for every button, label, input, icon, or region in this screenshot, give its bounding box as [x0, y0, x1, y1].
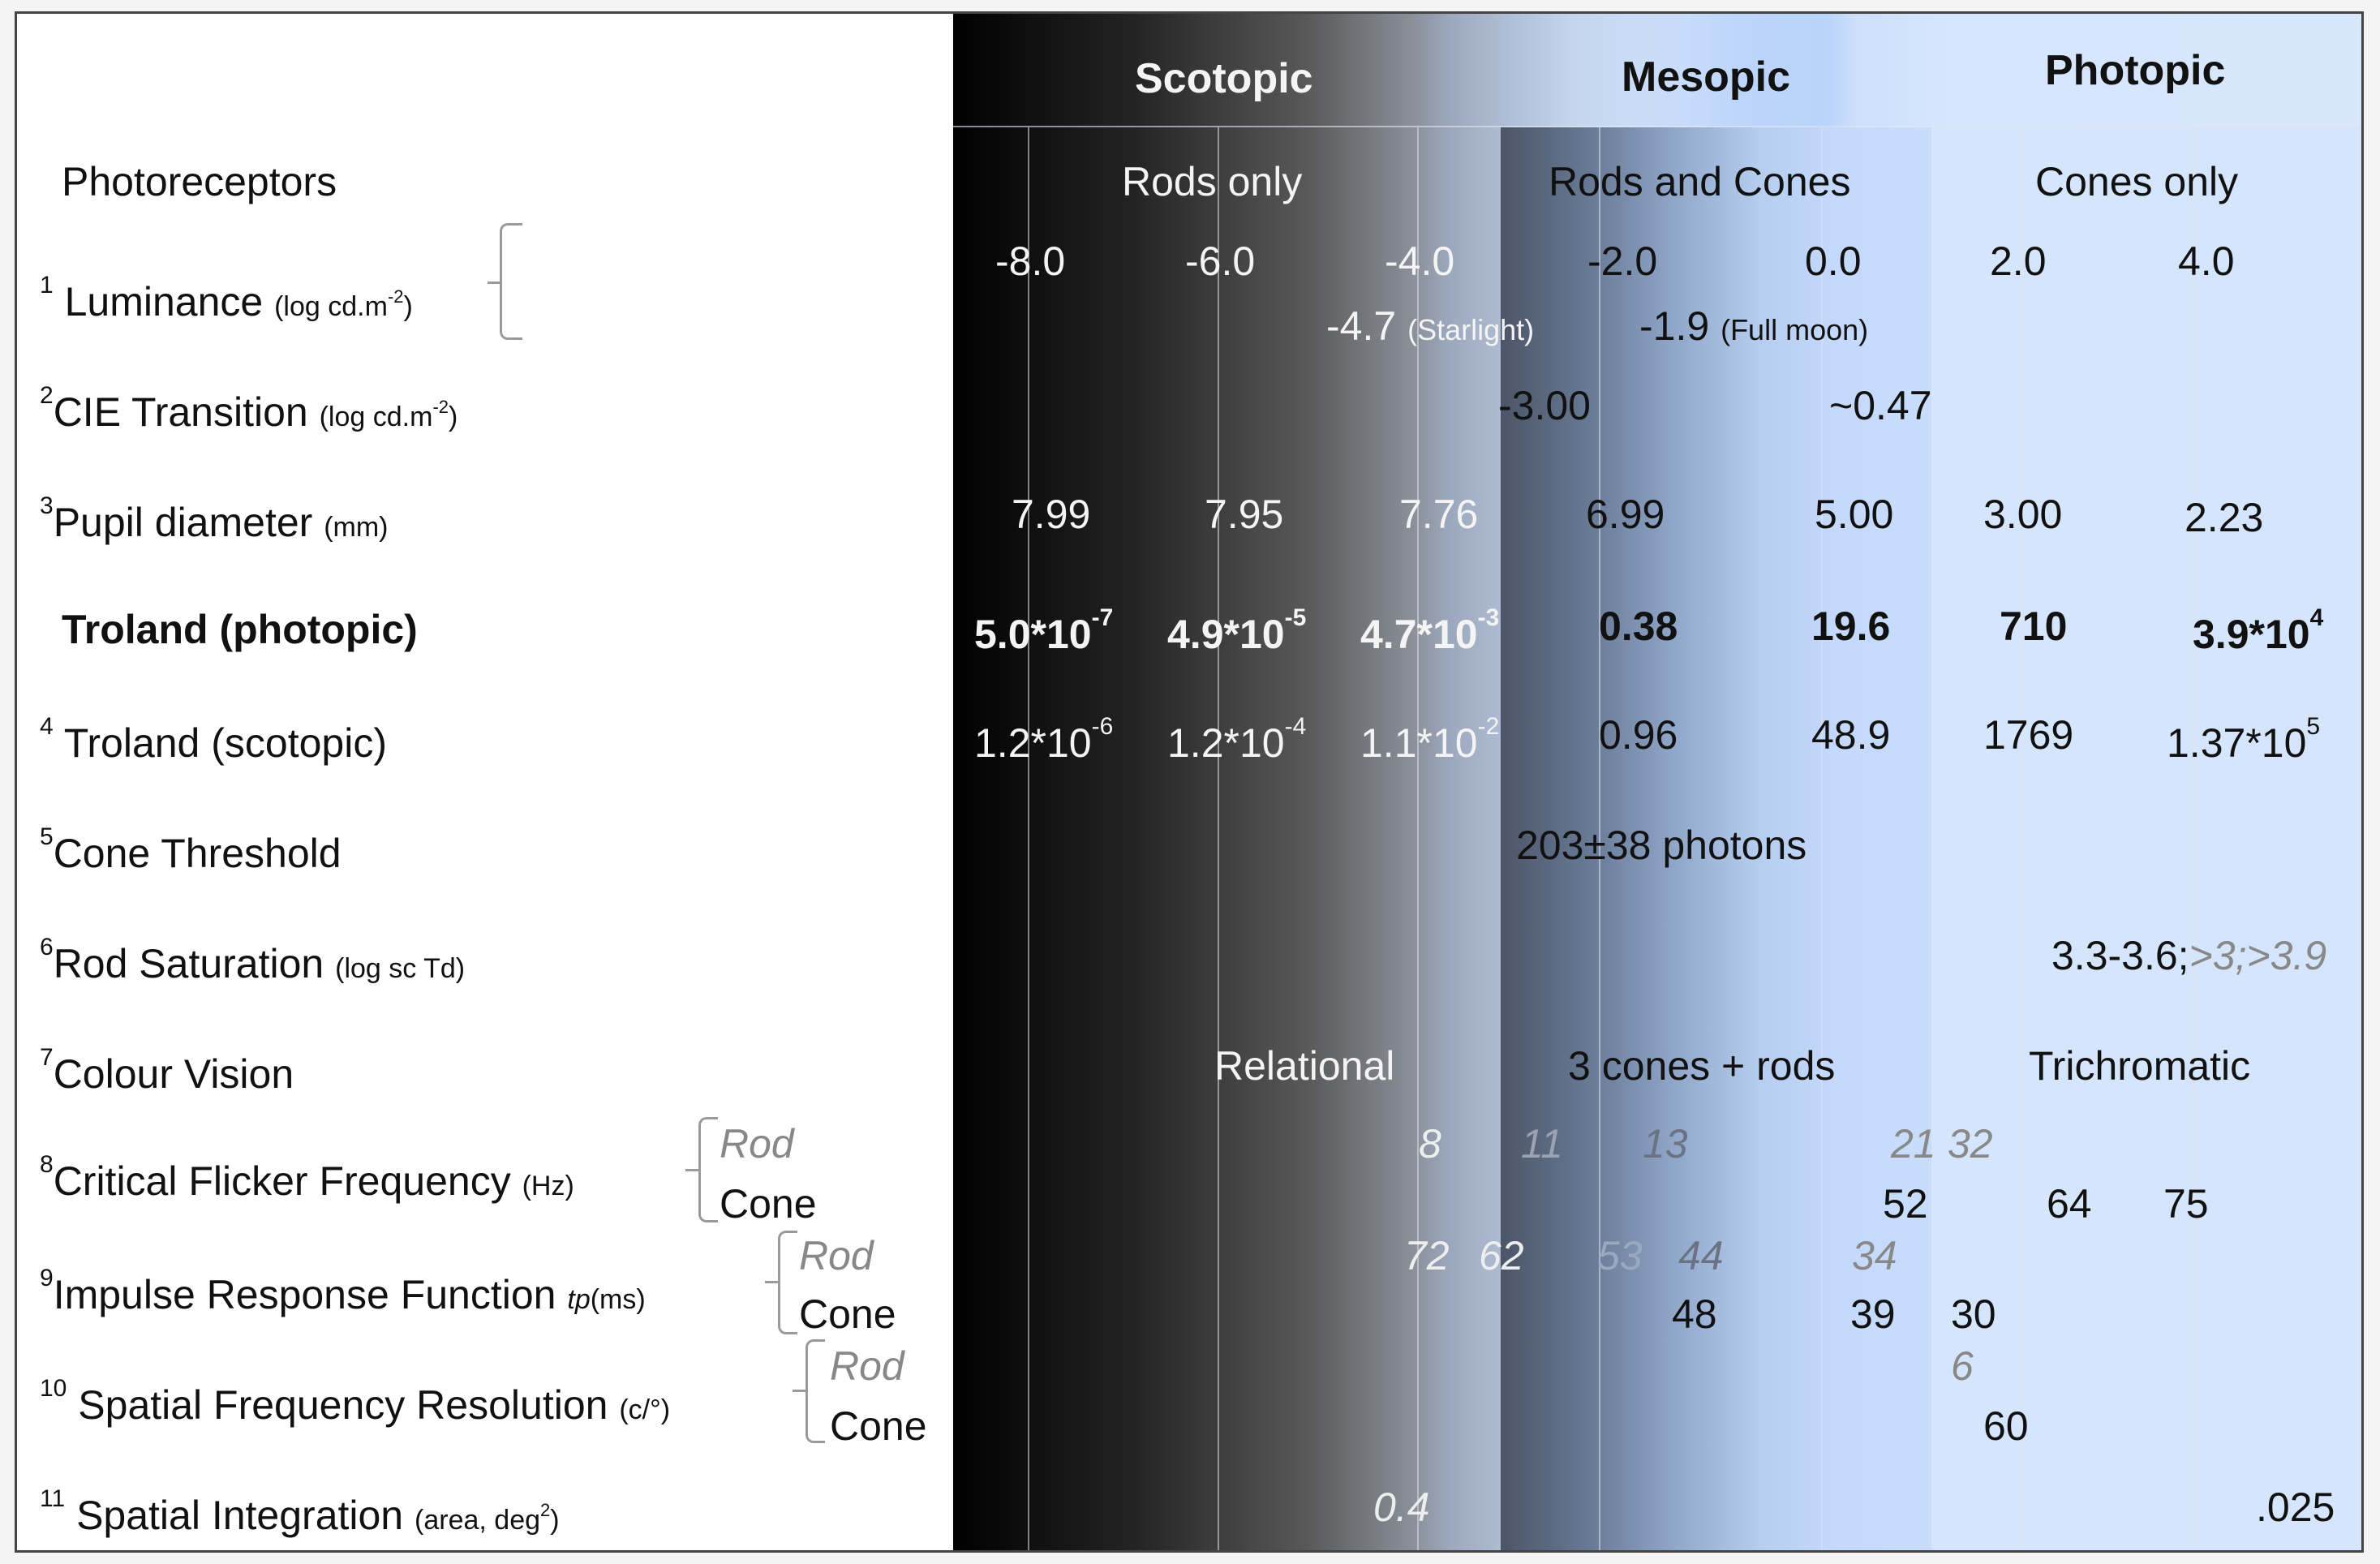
flicker-rod-value: 11	[1521, 1121, 1563, 1167]
cie-transition-value: -3.00	[1498, 383, 1591, 428]
pupil-value: 2.23	[2185, 495, 2264, 540]
header-scotopic: Scotopic	[1135, 55, 1313, 102]
pupil-value: 6.99	[1586, 492, 1665, 537]
flicker-rod-value: 8	[1419, 1121, 1441, 1167]
flicker-cone-value: 52	[1883, 1181, 1928, 1227]
row-label-colour-vision: 7Colour Vision	[40, 1044, 294, 1097]
cone-threshold-value: 203±38 photons	[1516, 823, 1807, 868]
luminance-value: -6.0	[1185, 238, 1256, 284]
row-label-troland-photopic: Troland (photopic)	[62, 607, 418, 652]
row-label-cone-threshold: 5Cone Threshold	[40, 823, 342, 876]
spatial-frequency-rod-label: Rod	[830, 1343, 904, 1389]
pupil-value: 7.99	[1012, 492, 1091, 537]
luminance-value: -8.0	[995, 238, 1066, 284]
troland-photopic-value: 4.7*10-3	[1360, 604, 1500, 657]
impulse-rod-value: 62	[1479, 1233, 1524, 1278]
luminance-value: 4.0	[2178, 238, 2235, 284]
pupil-value: 7.76	[1399, 492, 1479, 537]
flicker-cone-value: 64	[2047, 1181, 2092, 1227]
colour-vision-mesopic: 3 cones + rods	[1568, 1043, 1836, 1089]
troland-scotopic-value: 1.2*10-4	[1167, 713, 1307, 766]
flicker-rod-label: Rod	[720, 1121, 794, 1167]
impulse-cone-value: 39	[1850, 1291, 1896, 1337]
row-label-luminance: 1 Luminance (log cd.m-2)	[40, 272, 413, 324]
vision-table: Scotopic Mesopic Photopic Photoreceptors…	[15, 11, 2364, 1553]
row-label-critical-flicker-frequency: 8Critical Flicker Frequency (Hz)	[40, 1151, 574, 1204]
troland-photopic-value: 19.6	[1811, 604, 1891, 649]
troland-scotopic-value: 1.1*10-2	[1360, 713, 1500, 766]
luminance-bracket	[500, 223, 522, 340]
spatial-integration-value: 0.4	[1373, 1485, 1430, 1530]
pupil-value: 5.00	[1815, 492, 1894, 537]
troland-photopic-value: 5.0*10-7	[974, 604, 1114, 657]
troland-scotopic-value: 1769	[1983, 712, 2074, 758]
flicker-rod-value: 32	[1948, 1121, 1993, 1167]
header-photopic: Photopic	[2045, 47, 2226, 94]
impulse-rod-label: Rod	[799, 1233, 874, 1278]
row-label-impulse-response: 9Impulse Response Function tp(ms)	[40, 1265, 646, 1317]
spatial-frequency-bracket	[806, 1339, 825, 1443]
troland-photopic-value: 0.38	[1599, 604, 1678, 649]
row-label-spatial-frequency: 10 Spatial Frequency Resolution (c/°)	[40, 1375, 671, 1428]
colour-vision-trichromatic: Trichromatic	[2029, 1043, 2251, 1089]
luminance-value: -4.0	[1385, 238, 1455, 284]
impulse-rod-value: 34	[1852, 1233, 1897, 1278]
troland-photopic-value: 4.9*10-5	[1167, 604, 1307, 657]
troland-scotopic-value: 48.9	[1811, 712, 1891, 758]
luminance-value: -2.0	[1587, 238, 1658, 284]
photoreceptors-rods-only: Rods only	[1122, 159, 1303, 204]
cie-transition-value: ~0.47	[1829, 383, 1932, 428]
pupil-value: 3.00	[1983, 492, 2063, 537]
luminance-starlight: -4.7 (Starlight)	[1326, 303, 1535, 349]
spatial-frequency-cone-label: Cone	[830, 1403, 927, 1449]
row-label-spatial-integration: 11 Spatial Integration (area, deg2)	[40, 1485, 560, 1538]
luminance-full-moon: -1.9 (Full moon)	[1639, 303, 1869, 349]
luminance-value: 0.0	[1805, 238, 1862, 284]
flicker-rod-value: 13	[1643, 1121, 1688, 1167]
impulse-cone-label: Cone	[799, 1291, 896, 1337]
impulse-rod-value: 72	[1404, 1233, 1450, 1278]
flicker-cone-value: 75	[2163, 1181, 2209, 1227]
troland-photopic-value: 710	[2000, 604, 2068, 649]
impulse-cone-value: 48	[1672, 1291, 1717, 1337]
photoreceptors-rods-and-cones: Rods and Cones	[1549, 159, 1851, 204]
row-label-troland-scotopic: 4 Troland (scotopic)	[40, 713, 387, 766]
flicker-cone-label: Cone	[720, 1181, 817, 1227]
row-label-pupil-diameter: 3Pupil diameter (mm)	[40, 492, 389, 545]
photopic-region	[1931, 127, 2361, 1550]
rod-saturation-value: 3.3-3.6;>3;>3.9	[2051, 933, 2327, 978]
header-mesopic: Mesopic	[1622, 54, 1791, 101]
row-label-rod-saturation: 6Rod Saturation (log sc Td)	[40, 934, 466, 986]
troland-scotopic-value: 0.96	[1599, 712, 1678, 758]
mesopic-region	[1501, 127, 1931, 1550]
photoreceptors-cones-only: Cones only	[2035, 159, 2239, 204]
row-label-cie-transition: 2CIE Transition (log cd.m-2)	[40, 382, 458, 435]
row-label-photoreceptors: Photoreceptors	[62, 159, 337, 204]
luminance-value: 2.0	[1990, 238, 2047, 284]
colour-vision-relational: Relational	[1214, 1043, 1395, 1089]
pupil-value: 7.95	[1205, 492, 1284, 537]
flicker-rod-value: 21	[1891, 1121, 1936, 1167]
impulse-rod-value: 53	[1597, 1233, 1643, 1278]
troland-photopic-value: 3.9*104	[2193, 604, 2324, 657]
spatial-integration-value: .025	[2256, 1485, 2335, 1530]
flicker-bracket	[698, 1117, 718, 1222]
troland-scotopic-value: 1.2*10-6	[974, 713, 1114, 766]
spatial-frequency-cone-value: 60	[1983, 1403, 2029, 1449]
spatial-frequency-rod-value: 6	[1951, 1343, 1974, 1389]
impulse-bracket	[778, 1231, 797, 1334]
impulse-cone-value: 30	[1951, 1291, 1996, 1337]
troland-scotopic-value: 1.37*105	[2167, 713, 2321, 766]
impulse-rod-value: 44	[1678, 1233, 1724, 1278]
